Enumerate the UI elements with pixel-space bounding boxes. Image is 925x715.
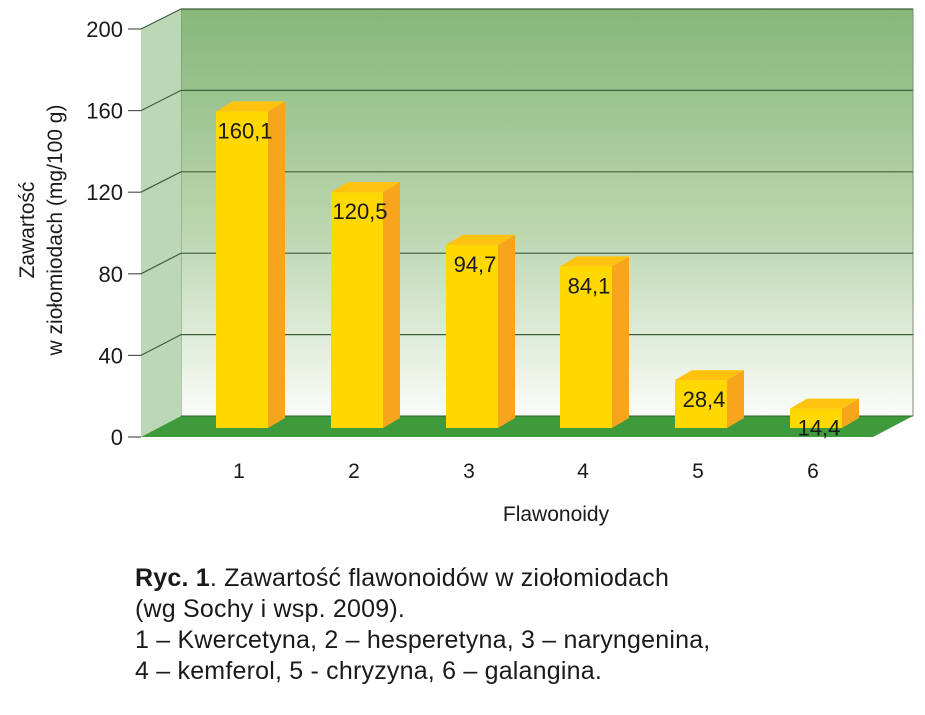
gridline-side (140, 8, 182, 30)
y-axis-label: Zawartość w ziołomiodach (mg/100 g) (16, 105, 67, 357)
x-axis-label: Flawonoidy (503, 503, 610, 526)
bar: 160,1 (216, 101, 285, 429)
bar-front (216, 111, 268, 429)
bar-top (216, 101, 285, 112)
bar-chart: 0 40 80 120 160 200 160,1 120,5 94,7 84,1 28,4 14,… (16, 8, 914, 526)
bar-side (612, 256, 629, 428)
caption-line-1: Ryc. 1. Zawartość flawonoidów w ziołomio… (135, 563, 710, 594)
bar-value-label: 94,7 (454, 252, 497, 277)
bar-side (727, 370, 744, 428)
bar-top (790, 398, 859, 409)
bar-front (560, 266, 612, 428)
y-tick-label: 80 (99, 262, 123, 287)
caption-title: . Zawartość flawonoidów w ziołomiodach (209, 564, 670, 592)
figure-caption: Ryc. 1. Zawartość flawonoidów w ziołomio… (135, 563, 710, 687)
x-tick-label: 2 (348, 460, 360, 483)
y-tick-label: 120 (86, 180, 123, 205)
gridlines (140, 8, 913, 356)
bar-value-label: 160,1 (217, 118, 272, 143)
y-tick-label: 0 (111, 425, 123, 450)
bar-top (446, 234, 515, 245)
y-axis-label-line1: Zawartość (16, 182, 39, 279)
bar: 94,7 (446, 234, 515, 428)
y-tick-label: 160 (86, 99, 123, 124)
bar-top (331, 182, 400, 193)
caption-figure-label: Ryc. 1 (135, 564, 210, 592)
bar-front (790, 408, 842, 428)
bar-front (675, 380, 727, 428)
bar-side (842, 398, 859, 428)
bar-value-label: 84,1 (568, 273, 611, 298)
caption-line-3: 1 – Kwercetyna, 2 – hesperetyna, 3 – nar… (135, 626, 711, 654)
y-axis-label-line2: w ziołomiodach (mg/100 g) (44, 105, 67, 357)
bar-value-label: 120,5 (332, 199, 387, 224)
back-wall (180, 8, 914, 417)
bar: 14,4 (790, 398, 859, 441)
side-wall (141, 9, 181, 437)
gridline-side (140, 89, 182, 112)
bar-top (675, 370, 744, 381)
x-axis-ticks: 1 2 3 4 5 6 (233, 460, 819, 483)
gridline-side (140, 252, 182, 275)
gridline-side (140, 334, 182, 356)
x-tick-label: 4 (577, 460, 589, 483)
bar: 28,4 (675, 370, 744, 428)
caption-line-4: 4 – kemferol, 5 - chryzyna, 6 – galangin… (135, 657, 602, 685)
bar-value-label: 14,4 (798, 416, 841, 441)
bar-top (560, 256, 629, 267)
bar-side (268, 101, 285, 429)
bar-value-label: 28,4 (683, 387, 726, 412)
gridline-side (140, 171, 182, 193)
bar: 120,5 (331, 182, 400, 428)
x-tick-label: 6 (807, 460, 819, 483)
y-tick-label: 40 (99, 343, 123, 368)
x-tick-label: 1 (233, 460, 245, 483)
x-tick-label: 3 (463, 460, 475, 483)
bar-front (331, 192, 383, 428)
x-tick-label: 5 (692, 460, 704, 483)
caption-line-2: (wg Sochy i wsp. 2009). (135, 595, 405, 623)
y-axis: 0 40 80 120 160 200 (86, 17, 141, 450)
bar-front (446, 244, 498, 428)
bar-side (498, 234, 515, 428)
bar-side (383, 182, 400, 428)
bar: 84,1 (560, 256, 629, 428)
bars: 160,1 120,5 94,7 84,1 28,4 14,4 (216, 101, 859, 441)
y-tick-label: 200 (86, 17, 123, 42)
